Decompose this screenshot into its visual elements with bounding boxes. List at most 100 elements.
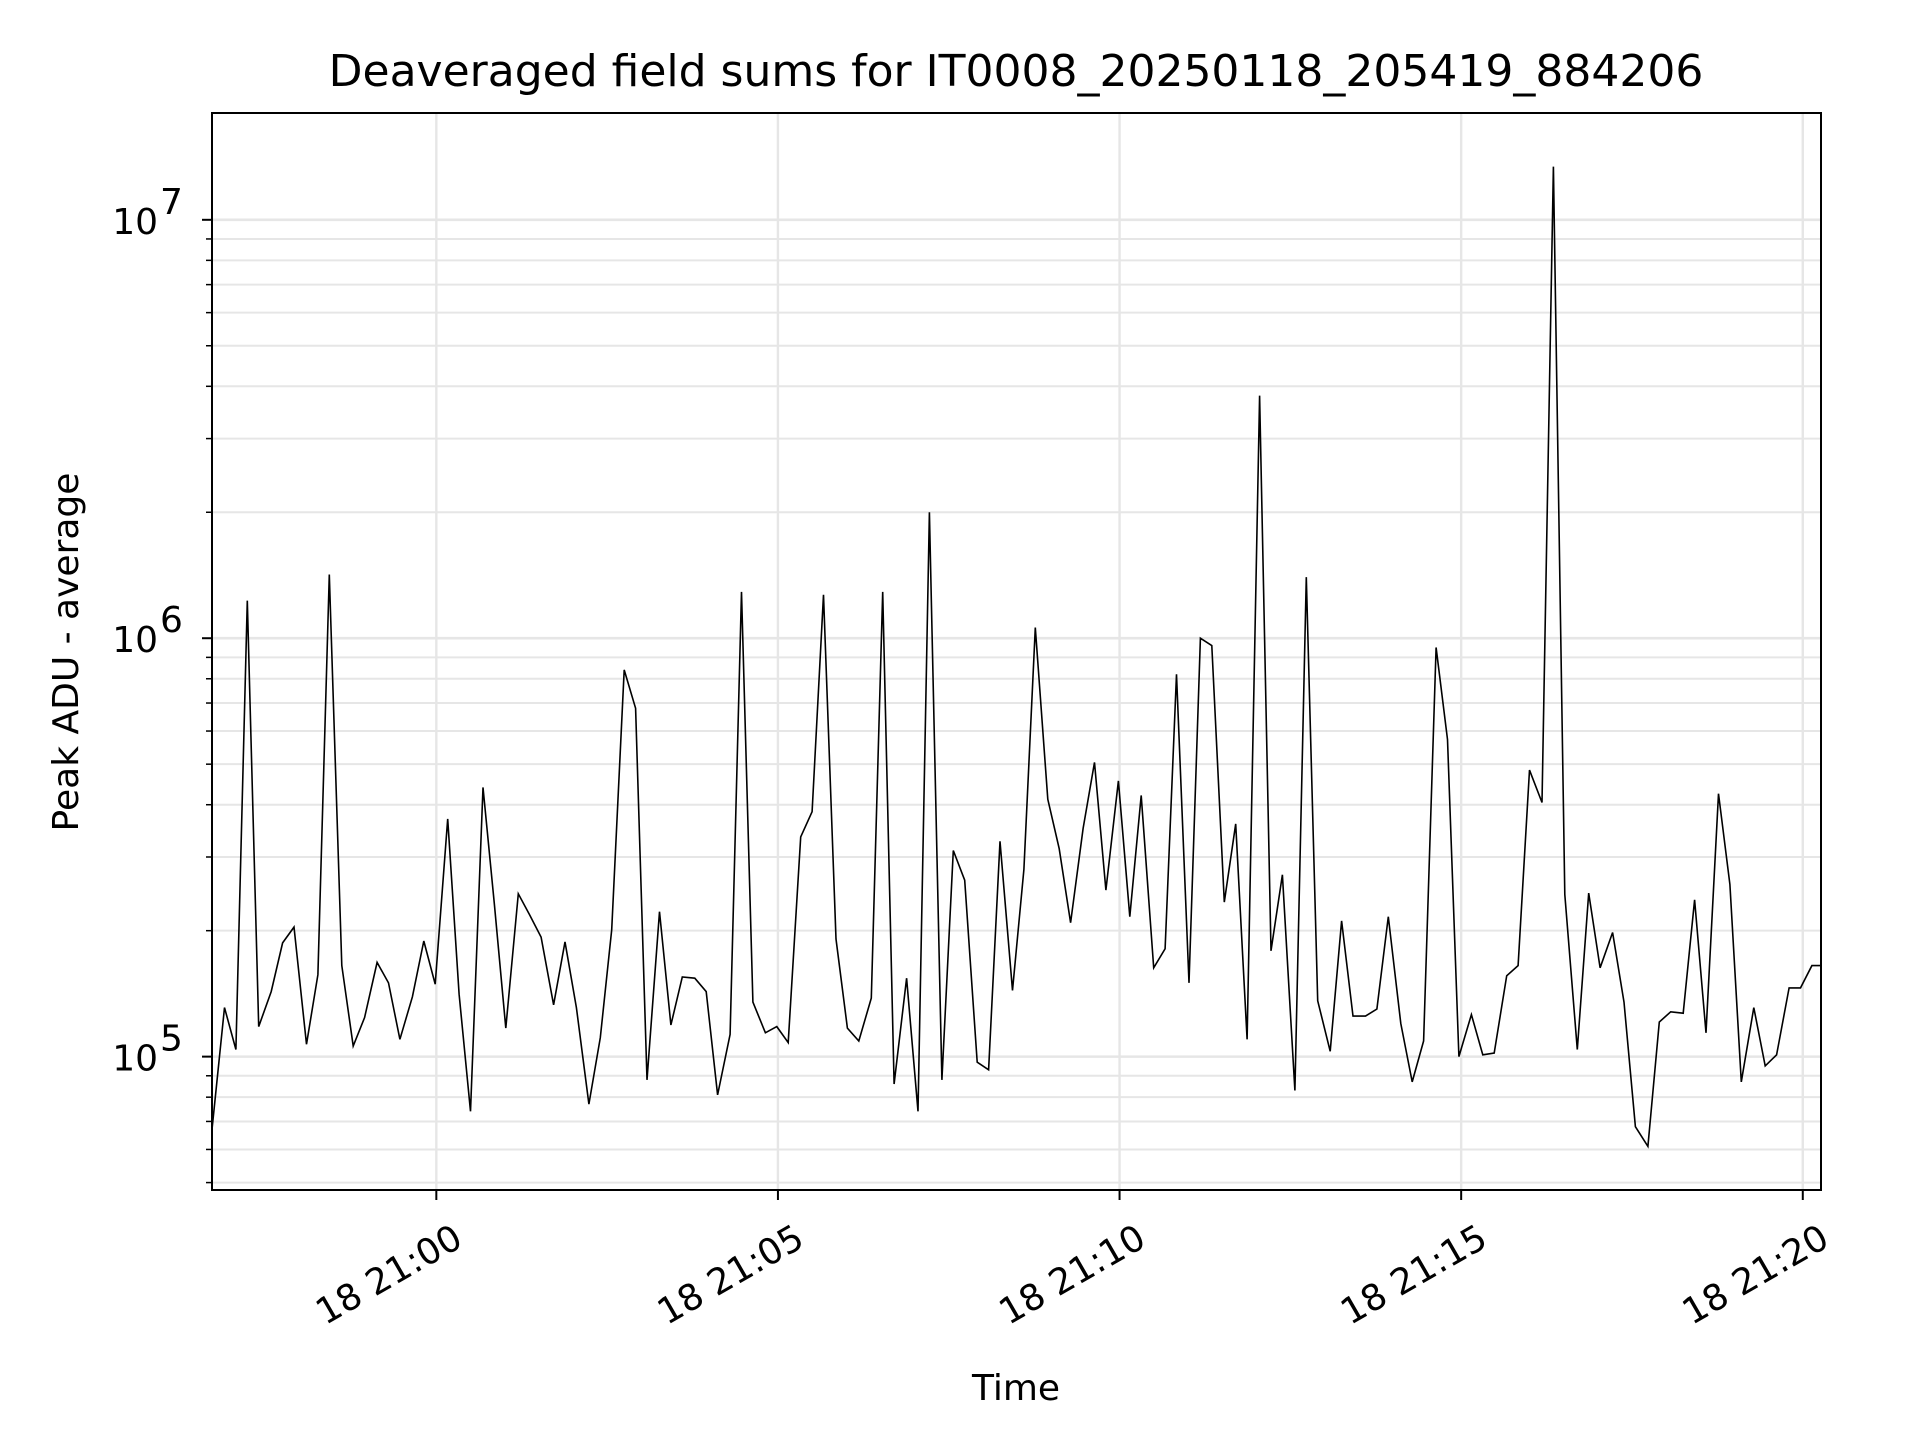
data-point	[1764, 1065, 1766, 1067]
data-point	[1352, 1015, 1354, 1017]
data-point	[871, 997, 873, 999]
y-tick-label: 10	[112, 620, 158, 661]
data-point	[1376, 1008, 1378, 1010]
data-point	[1788, 987, 1790, 989]
data-point	[1694, 899, 1696, 901]
data-point	[341, 965, 343, 967]
data-point	[776, 1026, 778, 1028]
data-point	[1423, 1040, 1425, 1042]
data-point	[447, 818, 449, 820]
data-point	[1153, 967, 1155, 969]
data-point	[741, 591, 743, 593]
data-point	[352, 1045, 354, 1047]
data-point	[1670, 1011, 1672, 1013]
data-point	[458, 993, 460, 995]
data-point	[953, 850, 955, 852]
data-point	[611, 929, 613, 931]
data-point	[1729, 884, 1731, 886]
data-point	[1188, 982, 1190, 984]
data-point	[399, 1039, 401, 1041]
data-point	[1306, 576, 1308, 578]
data-point	[518, 893, 520, 895]
data-point	[694, 977, 696, 979]
y-tick-exponent: 6	[160, 600, 183, 641]
data-point	[1635, 1126, 1637, 1128]
y-axis-label: Peak ADU - average	[46, 473, 87, 832]
data-point	[1012, 990, 1014, 992]
data-point	[717, 1094, 719, 1096]
data-point	[917, 1111, 919, 1113]
data-point	[1741, 1081, 1743, 1083]
data-point	[600, 1037, 602, 1039]
data-point	[1070, 922, 1072, 924]
data-point	[1270, 950, 1272, 952]
data-point	[270, 991, 272, 993]
data-point	[1105, 889, 1107, 891]
data-point	[1659, 1021, 1661, 1023]
data-point	[224, 1007, 226, 1009]
data-point	[1282, 874, 1284, 876]
series-line	[211, 166, 1821, 1149]
data-point	[1129, 916, 1131, 918]
data-point	[847, 1027, 849, 1029]
y-tick-label: 10	[112, 202, 158, 243]
data-point	[1411, 1081, 1413, 1083]
data-point	[317, 974, 319, 976]
data-point	[941, 1079, 943, 1081]
data-point	[553, 1004, 555, 1006]
data-point	[752, 1001, 754, 1003]
data-point	[529, 914, 531, 916]
data-point	[364, 1017, 366, 1019]
data-point	[1682, 1012, 1684, 1014]
data-point	[564, 941, 566, 943]
data-point	[1447, 739, 1449, 741]
data-point	[376, 962, 378, 964]
data-point	[1259, 395, 1261, 397]
data-point	[1811, 965, 1813, 967]
data-point	[1058, 848, 1060, 850]
data-point	[1035, 627, 1037, 629]
data-point	[729, 1034, 731, 1036]
data-point	[1541, 802, 1543, 804]
data-point	[1388, 916, 1390, 918]
data-point	[858, 1040, 860, 1042]
y-tick-exponent: 5	[160, 1019, 183, 1060]
data-point	[1800, 987, 1802, 989]
data-point	[999, 841, 1001, 843]
data-point	[1435, 647, 1437, 649]
data-point	[1529, 769, 1531, 771]
data-point	[1317, 1000, 1319, 1002]
data-point	[388, 982, 390, 984]
data-point	[1246, 1039, 1248, 1041]
data-point	[635, 708, 637, 710]
data-point	[882, 591, 884, 593]
data-point	[1094, 762, 1096, 764]
data-point	[976, 1061, 978, 1063]
data-point	[682, 976, 684, 978]
data-point	[835, 938, 837, 940]
data-point	[1140, 795, 1142, 797]
data-point	[1047, 799, 1049, 801]
data-point	[1753, 1007, 1755, 1009]
data-point	[1588, 892, 1590, 894]
data-point	[1164, 948, 1166, 950]
data-point	[1493, 1052, 1495, 1054]
data-point	[623, 669, 625, 671]
data-point	[906, 977, 908, 979]
data-point	[1329, 1051, 1331, 1053]
data-point	[1176, 674, 1178, 676]
data-point	[247, 600, 249, 602]
data-point	[800, 836, 802, 838]
data-point	[1235, 823, 1237, 825]
data-point	[1776, 1054, 1778, 1056]
data-point	[258, 1026, 260, 1028]
data-point	[765, 1032, 767, 1034]
data-point	[1599, 967, 1601, 969]
data-point	[893, 1083, 895, 1085]
data-point	[1200, 637, 1202, 639]
y-tick-label: 10	[112, 1039, 158, 1080]
data-point	[1224, 901, 1226, 903]
data-point	[1623, 1001, 1625, 1003]
data-point	[293, 926, 295, 928]
